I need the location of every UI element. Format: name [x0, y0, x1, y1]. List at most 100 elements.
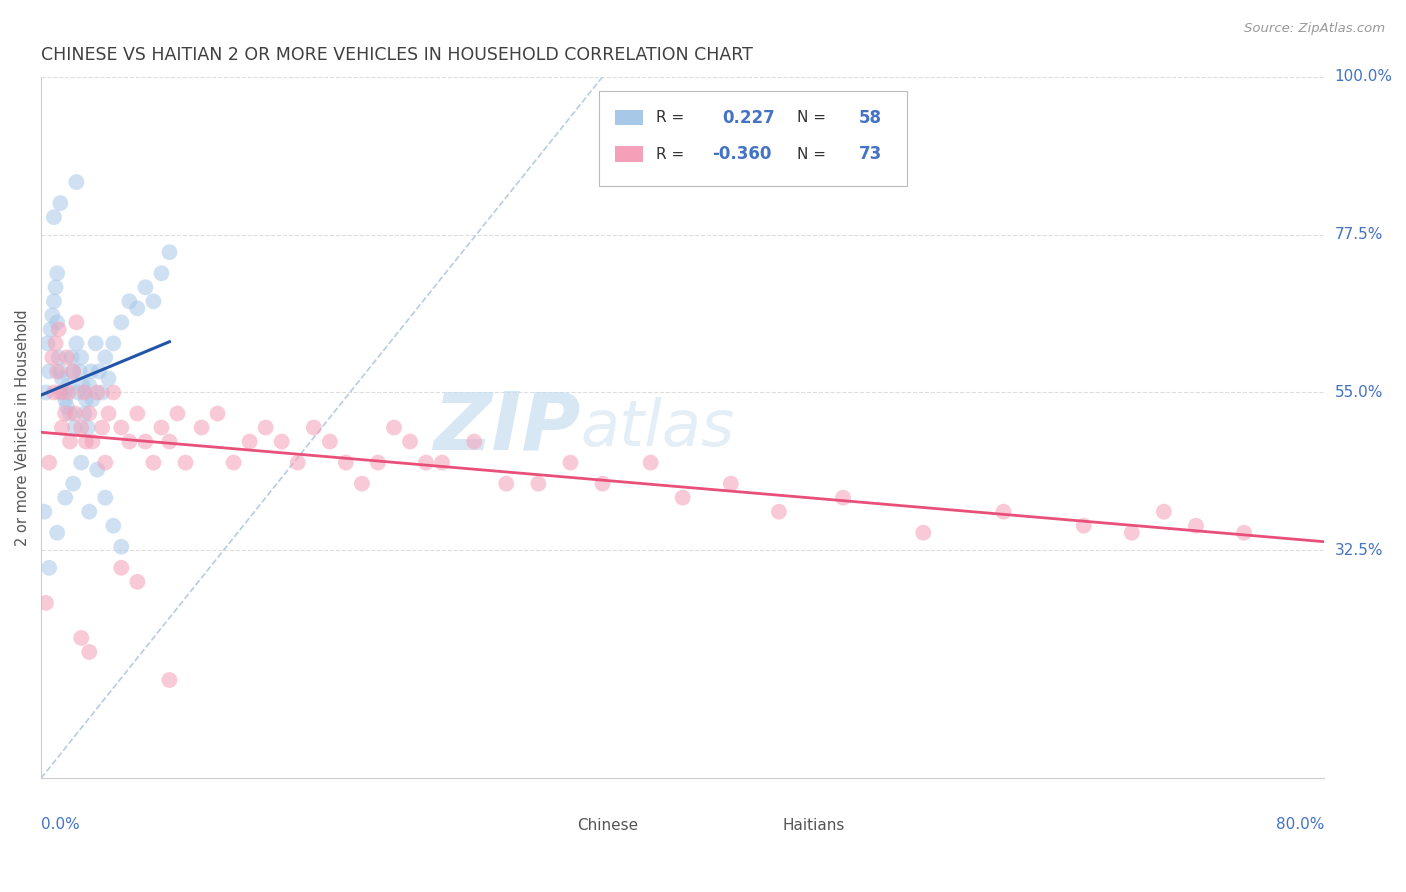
Point: [97, 407, 120, 421]
Point: [39, 322, 62, 336]
Point: [118, 434, 141, 449]
Point: [134, 434, 156, 449]
Point: [60, 351, 83, 365]
Point: [38, 364, 60, 378]
Point: [159, 245, 181, 260]
Point: [103, 385, 125, 400]
Point: [46, 525, 69, 540]
Point: [1121, 525, 1143, 540]
Point: [430, 456, 453, 470]
Point: [142, 456, 165, 470]
Text: -0.360: -0.360: [713, 145, 772, 163]
Point: [127, 301, 149, 316]
Point: [70, 456, 93, 470]
Point: [1185, 518, 1208, 533]
Point: [76, 420, 98, 434]
Point: [53, 392, 76, 407]
Point: [49, 385, 72, 400]
Point: [159, 673, 181, 687]
Point: [1233, 525, 1256, 540]
Point: [38, 561, 60, 575]
Point: [35, 596, 58, 610]
Text: N =: N =: [797, 110, 831, 125]
Point: [103, 518, 125, 533]
Text: R =: R =: [655, 110, 689, 125]
Point: [58, 385, 80, 400]
Point: [302, 420, 325, 434]
Text: 0.227: 0.227: [723, 109, 775, 127]
Point: [150, 420, 173, 434]
Point: [84, 336, 107, 351]
Point: [94, 491, 117, 505]
Point: [1073, 518, 1095, 533]
Point: [110, 540, 132, 554]
Point: [87, 364, 110, 378]
Point: [190, 420, 212, 434]
Point: [239, 434, 262, 449]
Point: [46, 315, 69, 329]
Point: [254, 420, 277, 434]
Point: [70, 420, 93, 434]
Point: [592, 476, 614, 491]
Point: [53, 407, 76, 421]
Point: [38, 456, 60, 470]
Point: [415, 456, 437, 470]
Point: [110, 420, 132, 434]
Point: [59, 407, 82, 421]
Point: [51, 420, 73, 434]
Point: [62, 476, 84, 491]
FancyBboxPatch shape: [614, 146, 643, 161]
Point: [66, 385, 89, 400]
Point: [51, 371, 73, 385]
Point: [350, 476, 373, 491]
Point: [287, 456, 309, 470]
Point: [42, 385, 65, 400]
Point: [82, 434, 104, 449]
Point: [77, 407, 100, 421]
Text: 73: 73: [859, 145, 882, 163]
Point: [77, 505, 100, 519]
Point: [45, 280, 67, 294]
Point: [832, 491, 855, 505]
Point: [319, 434, 342, 449]
Point: [62, 364, 84, 378]
FancyBboxPatch shape: [741, 817, 776, 834]
Point: [399, 434, 422, 449]
Point: [70, 631, 93, 645]
Point: [1153, 505, 1175, 519]
Point: [768, 505, 790, 519]
Point: [49, 364, 72, 378]
Point: [65, 175, 87, 189]
Point: [91, 385, 114, 400]
Point: [41, 351, 63, 365]
Point: [49, 196, 72, 211]
Point: [48, 322, 70, 336]
Point: [134, 280, 156, 294]
Y-axis label: 2 or more Vehicles in Household: 2 or more Vehicles in Household: [15, 310, 30, 546]
Text: R =: R =: [655, 146, 689, 161]
Point: [75, 392, 97, 407]
Point: [46, 266, 69, 280]
Point: [110, 315, 132, 329]
FancyBboxPatch shape: [614, 110, 643, 125]
Text: 58: 58: [859, 109, 882, 127]
Point: [82, 392, 104, 407]
Point: [69, 364, 91, 378]
Point: [382, 420, 405, 434]
Point: [75, 434, 97, 449]
Point: [53, 491, 76, 505]
Point: [91, 420, 114, 434]
Point: [640, 456, 662, 470]
Point: [63, 407, 86, 421]
Point: [118, 294, 141, 309]
Point: [34, 505, 56, 519]
Point: [142, 294, 165, 309]
Point: [86, 385, 108, 400]
Point: [42, 210, 65, 224]
Text: 77.5%: 77.5%: [1334, 227, 1384, 243]
Text: Source: ZipAtlas.com: Source: ZipAtlas.com: [1244, 22, 1385, 36]
Point: [127, 574, 149, 589]
Text: 0.0%: 0.0%: [41, 817, 80, 831]
Point: [912, 525, 935, 540]
Point: [63, 420, 86, 434]
